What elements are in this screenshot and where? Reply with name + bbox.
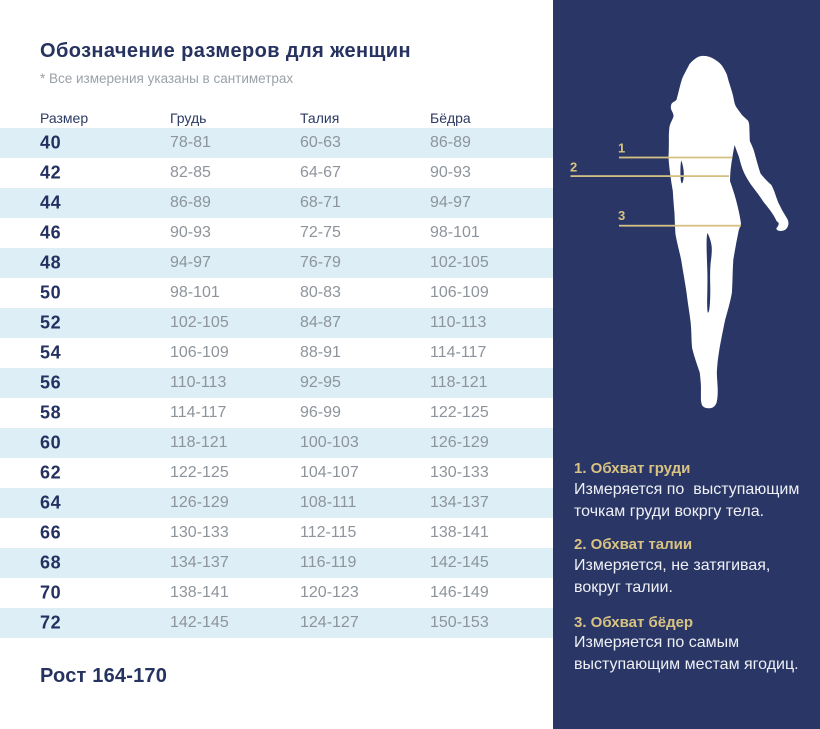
svg-text:3: 3 (618, 208, 625, 223)
svg-text:1: 1 (618, 141, 625, 156)
svg-text:2: 2 (570, 160, 577, 175)
